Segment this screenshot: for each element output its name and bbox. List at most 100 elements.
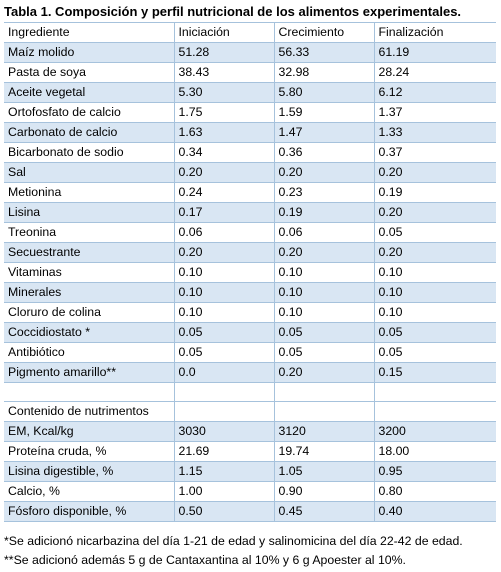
table-cell: 0.50: [173, 501, 274, 523]
table-cell: 0.20: [273, 242, 374, 263]
table-cell: Bicarbonato de sodio: [4, 142, 174, 163]
table-cell: 0.06: [173, 222, 274, 243]
table-cell: Secuestrante: [4, 242, 174, 263]
table-cell: 21.69: [173, 441, 274, 463]
table-cell: 0.10: [173, 302, 274, 323]
nutrition-table: Ingrediente Iniciación Crecimiento Final…: [4, 22, 496, 523]
nutrient-row: Fósforo disponible, % 0.50 0.45 0.40: [4, 501, 496, 523]
table-title: Tabla 1. Composición y perfil nutriciona…: [4, 4, 462, 19]
table-cell: Pigmento amarillo**: [4, 362, 174, 383]
table-row: Carbonato de calcio 1.63 1.47 1.33: [4, 122, 496, 143]
table-cell: 28.24: [373, 62, 496, 83]
empty-cell: [273, 382, 374, 403]
table-cell: Lisina: [4, 202, 174, 223]
table-cell: 0.10: [173, 282, 274, 303]
table-row: Sal 0.20 0.20 0.20: [4, 162, 496, 183]
empty-cell: [373, 401, 496, 423]
table-cell: 0.10: [373, 262, 496, 283]
table-cell: 0.15: [373, 362, 496, 383]
nutrient-row: Calcio, % 1.00 0.90 0.80: [4, 481, 496, 503]
table-cell: Calcio, %: [4, 481, 174, 503]
table-cell: Proteína cruda, %: [4, 441, 174, 463]
table-cell: 32.98: [273, 62, 374, 83]
table-row: Maíz molido 51.28 56.33 61.19: [4, 42, 496, 63]
table-cell: 0.80: [373, 481, 496, 503]
table-row: Cloruro de colina 0.10 0.10 0.10: [4, 302, 496, 323]
table-cell: Cloruro de colina: [4, 302, 174, 323]
table-cell: Pasta de soya: [4, 62, 174, 83]
table-cell: 38.43: [173, 62, 274, 83]
table-cell: Sal: [4, 162, 174, 183]
table-cell: 0.90: [273, 481, 374, 503]
empty-cell: [273, 401, 374, 423]
table-cell: 1.59: [273, 102, 374, 123]
table-cell: 0.10: [373, 302, 496, 323]
table-cell: Antibiótico: [4, 342, 174, 363]
table-cell: Minerales: [4, 282, 174, 303]
table-cell: 0.19: [373, 182, 496, 203]
column-header: Finalización: [373, 22, 496, 43]
table-cell: 0.95: [373, 461, 496, 483]
table-cell: Carbonato de calcio: [4, 122, 174, 143]
empty-cell: [173, 401, 274, 423]
table-cell: 0.05: [173, 322, 274, 343]
table-row: Lisina 0.17 0.19 0.20: [4, 202, 496, 223]
section-heading: Contenido de nutrimentos: [4, 401, 174, 423]
table-row: Treonina 0.06 0.06 0.05: [4, 222, 496, 243]
table-cell: Fósforo disponible, %: [4, 501, 174, 523]
table-cell: 1.47: [273, 122, 374, 143]
table-cell: 1.37: [373, 102, 496, 123]
table-cell: 1.15: [173, 461, 274, 483]
nutrient-row: Lisina digestible, % 1.15 1.05 0.95: [4, 461, 496, 483]
footnote: **Se adicionó además 5 g de Cantaxantina…: [4, 553, 406, 567]
table-cell: 0.05: [373, 222, 496, 243]
table-cell: Aceite vegetal: [4, 82, 174, 103]
table-cell: 0.20: [373, 202, 496, 223]
table-cell: 0.20: [373, 162, 496, 183]
table-cell: Maíz molido: [4, 42, 174, 63]
table-cell: 0.10: [273, 282, 374, 303]
table-cell: 0.20: [273, 162, 374, 183]
table-cell: Treonina: [4, 222, 174, 243]
empty-cell: [4, 382, 174, 403]
column-header: Iniciación: [173, 22, 274, 43]
section-heading-row: Contenido de nutrimentos: [4, 401, 496, 423]
table-row: Pasta de soya 38.43 32.98 28.24: [4, 62, 496, 83]
table-row: Metionina 0.24 0.23 0.19: [4, 182, 496, 203]
table-row: Ortofosfato de calcio 1.75 1.59 1.37: [4, 102, 496, 123]
table-cell: Metionina: [4, 182, 174, 203]
table-cell: 0.23: [273, 182, 374, 203]
table-cell: 19.74: [273, 441, 374, 463]
table-cell: 1.00: [173, 481, 274, 503]
table-cell: 0.37: [373, 142, 496, 163]
table-cell: 1.05: [273, 461, 374, 483]
table-cell: Lisina digestible, %: [4, 461, 174, 483]
column-header: Crecimiento: [273, 22, 374, 43]
table-row: Secuestrante 0.20 0.20 0.20: [4, 242, 496, 263]
table-row: Vitaminas 0.10 0.10 0.10: [4, 262, 496, 283]
table-cell: 1.63: [173, 122, 274, 143]
empty-cell: [373, 382, 496, 403]
table-cell: Coccidiostato *: [4, 322, 174, 343]
table-cell: 0.34: [173, 142, 274, 163]
table-cell: 0.24: [173, 182, 274, 203]
table-cell: Ortofosfato de calcio: [4, 102, 174, 123]
table-cell: 0.36: [273, 142, 374, 163]
table-cell: 0.0: [173, 362, 274, 383]
nutrient-row: Proteína cruda, % 21.69 19.74 18.00: [4, 441, 496, 463]
table-cell: 0.10: [173, 262, 274, 283]
table-cell: 0.10: [273, 302, 374, 323]
table-row: Antibiótico 0.05 0.05 0.05: [4, 342, 496, 363]
table-cell: 5.30: [173, 82, 274, 103]
table-cell: 0.19: [273, 202, 374, 223]
table-cell: 1.75: [173, 102, 274, 123]
table-cell: 61.19: [373, 42, 496, 63]
table-cell: 0.45: [273, 501, 374, 523]
table-cell: 0.17: [173, 202, 274, 223]
table-cell: 1.33: [373, 122, 496, 143]
table-row: Bicarbonato de sodio 0.34 0.36 0.37: [4, 142, 496, 163]
table-cell: 0.05: [373, 322, 496, 343]
column-header: Ingrediente: [4, 22, 174, 43]
table-cell: 6.12: [373, 82, 496, 103]
header-row: Ingrediente Iniciación Crecimiento Final…: [4, 22, 496, 43]
